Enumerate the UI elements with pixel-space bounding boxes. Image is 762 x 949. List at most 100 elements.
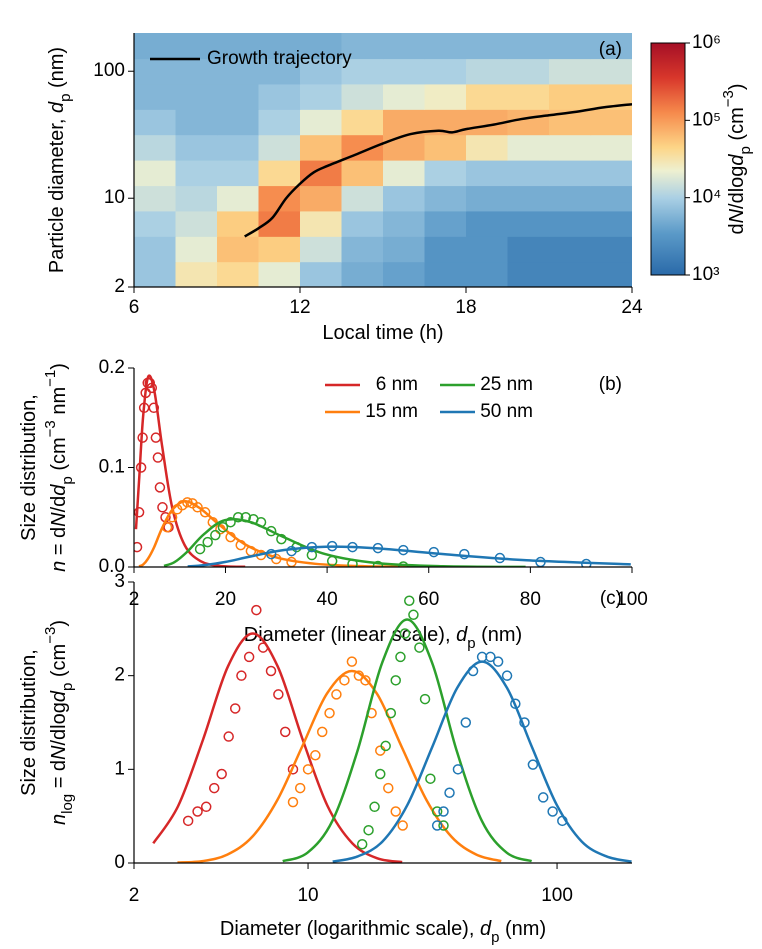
heatmap-cell — [466, 236, 509, 263]
heatmap-cell — [383, 210, 426, 237]
label-part: /dlog — [48, 702, 70, 745]
panel-label: (b) — [599, 374, 622, 395]
data-point — [356, 839, 368, 850]
data-point — [385, 707, 397, 719]
y-axis-label: Size distribution, — [18, 394, 40, 541]
data-point — [200, 801, 212, 813]
heatmap-cell — [175, 236, 218, 263]
data-point — [346, 656, 358, 667]
heatmap-cell — [590, 160, 632, 187]
data-point — [369, 801, 380, 813]
data-point — [425, 773, 436, 784]
data-point — [390, 806, 401, 817]
heatmap-cell — [383, 160, 426, 187]
heatmap-cell — [134, 210, 177, 237]
data-point — [215, 523, 226, 535]
data-point — [460, 717, 472, 728]
data-point — [157, 502, 168, 513]
y-tick-label: 2 — [114, 276, 125, 297]
data-point — [255, 516, 267, 528]
heatmap-cell — [258, 160, 301, 187]
heatmap-cell — [549, 58, 592, 85]
series-line — [163, 517, 526, 567]
data-point — [390, 675, 401, 686]
data-point — [363, 824, 374, 836]
y-tick-label: 2 — [114, 665, 125, 686]
heatmap-cell — [258, 33, 301, 60]
y-tick-label: 0.0 — [99, 556, 125, 577]
x-tick-label: 60 — [418, 589, 439, 610]
heatmap-cell — [466, 58, 509, 85]
data-point — [419, 693, 431, 705]
data-point — [194, 543, 206, 555]
heatmap-cell — [300, 210, 343, 237]
heatmap-cell — [134, 58, 177, 85]
x-tick-label: 18 — [455, 297, 476, 318]
data-point — [216, 768, 227, 780]
data-point — [431, 820, 443, 831]
x-tick-label: 6 — [129, 297, 140, 318]
data-point — [326, 540, 338, 552]
data-point — [494, 552, 506, 564]
data-point — [310, 750, 321, 761]
y-tick-label: 1 — [114, 758, 125, 779]
heatmap-cell — [175, 185, 218, 212]
data-point — [166, 512, 178, 523]
label-part: (nm) — [476, 624, 523, 646]
label-part: log — [59, 794, 76, 814]
colorbar-tick-label: 10⁶ — [692, 32, 721, 53]
data-point — [383, 782, 394, 794]
heatmap-cell — [341, 185, 384, 212]
label-part: −1 — [42, 370, 59, 387]
label-part: d — [48, 484, 70, 496]
heatmap-cell — [424, 134, 467, 161]
legend-label: 50 nm — [480, 401, 533, 422]
heatmap-cell — [507, 210, 550, 237]
data-point — [146, 382, 158, 394]
heatmap-cell — [134, 236, 177, 263]
data-point — [380, 740, 391, 752]
y-tick-label: 100 — [93, 60, 125, 81]
label-part: (nm) — [46, 47, 68, 94]
data-point — [347, 541, 358, 553]
label-part: d — [480, 918, 492, 940]
legend-label: 25 nm — [480, 374, 533, 395]
data-point — [182, 815, 194, 827]
heatmap-cell — [507, 33, 550, 60]
heatmap-cell — [383, 261, 426, 287]
heatmap-cell — [590, 58, 632, 85]
x-axis-label: Diameter (linear scale), dp (nm) — [244, 624, 522, 652]
data-point — [287, 796, 299, 808]
data-point — [519, 717, 530, 728]
data-point — [257, 642, 269, 653]
x-tick-label: 100 — [616, 589, 648, 610]
heatmap-cell — [549, 261, 592, 287]
heatmap-cell — [217, 236, 260, 263]
data-point — [134, 541, 143, 553]
data-point — [547, 806, 558, 817]
heatmap-cell — [217, 160, 260, 187]
data-point — [397, 820, 408, 831]
heatmap-cell — [507, 185, 550, 212]
data-point — [232, 512, 244, 523]
label-part: p — [491, 929, 499, 946]
heatmap-cell — [549, 185, 592, 212]
data-point — [208, 782, 220, 794]
panel-label: (c) — [600, 588, 622, 609]
label-part: (cm — [726, 107, 748, 146]
heatmap-cell — [300, 58, 343, 85]
heatmap-cell — [175, 83, 218, 110]
heatmap-cell — [134, 160, 177, 187]
heatmap-cell — [175, 261, 218, 287]
label-part: d — [46, 101, 68, 113]
heatmap-cell — [507, 58, 550, 85]
data-point — [294, 782, 306, 794]
series-line — [332, 660, 632, 863]
label-part: −3 — [720, 90, 737, 107]
data-point — [210, 529, 221, 541]
data-point — [438, 820, 449, 831]
heatmap-cell — [300, 185, 343, 212]
heatmap-cell — [383, 134, 426, 161]
data-point — [202, 536, 213, 548]
y-tick-label: 0 — [114, 852, 125, 873]
